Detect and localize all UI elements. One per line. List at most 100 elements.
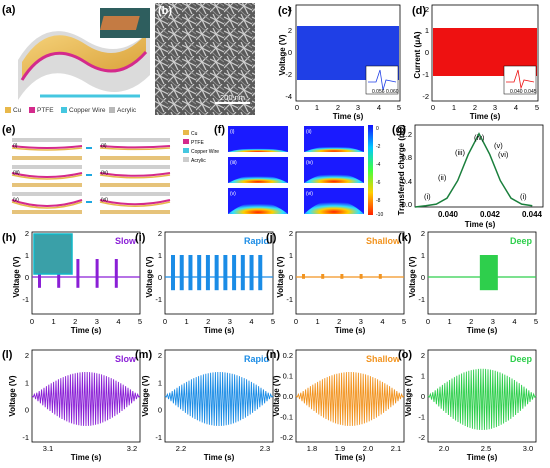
legend-swatch-wire (61, 107, 67, 113)
potential-field (228, 202, 288, 214)
acrylic-top (100, 138, 170, 142)
oscillation-l (31, 371, 141, 427)
ytick-i-2: 0 (158, 273, 162, 282)
burst-j-2 (340, 274, 344, 279)
acrylic-top (12, 138, 82, 142)
legend-label-cu: Cu (13, 107, 22, 114)
xtick-k-4: 4 (512, 317, 516, 326)
state-label-6: (vi) (101, 197, 108, 203)
ylabel-c: Voltage (V) (278, 34, 287, 76)
inset-xtick-c-1: 0.060 (386, 89, 399, 95)
ytick-c-2: 0 (288, 48, 292, 57)
burst-i-5 (214, 255, 219, 291)
panel-c: (c) Voltage (V) 4 2 0 -2 -4 0 1 2 3 4 5 … (278, 4, 401, 121)
ptfe-film (11, 145, 83, 149)
acrylic-top (12, 192, 82, 196)
state-label-2: (ii) (101, 143, 107, 149)
legend-e-swatch-acrylic (183, 157, 189, 162)
ytick-d-2: 0 (425, 48, 429, 57)
xtick-d-3: 3 (493, 103, 497, 112)
legend-e-label-cu: Cu (191, 131, 198, 137)
ytick-n-2: 0.0 (283, 392, 293, 401)
xtick-j-1: 1 (316, 317, 320, 326)
panel-o: (o) Deep 2 1 0 -1 -2 2.0 2.5 3.0 Time (s) Voltage (… (398, 349, 537, 462)
legend-label-ptfe: PTFE (37, 107, 54, 114)
panel-label-k: (k) (398, 232, 412, 244)
legend-e-label-wire: Copper Wire (191, 149, 219, 155)
panel-f: (f) (i) (ii) (iii) (iv) (v) (vi) 0 -2 -4 -6 -… (214, 124, 383, 218)
potential-field (228, 148, 288, 152)
xtick-k-5: 5 (534, 317, 538, 326)
ytick-o-3: -1 (418, 413, 425, 422)
panel-j: (j) Shallow 2 1 0 -1 0 1 2 3 4 5 Time (s) Voltage (V) (266, 229, 406, 335)
panel-h: (h) Slow 2 1 0 -1 0 1 2 3 4 5 Time (s) Voltage (V) (2, 229, 142, 335)
mechanism-state-2: (ii) (99, 138, 171, 160)
panel-i: (i) Rapid 2 1 0 -1 0 1 2 3 4 5 Time (s) Voltage (V) (135, 229, 275, 335)
burst-i-0 (171, 255, 175, 291)
xtick-h-1: 1 (52, 317, 56, 326)
plot-frame-g (414, 124, 544, 208)
ylabel-h: Voltage (V) (12, 256, 21, 298)
cu-film (99, 147, 171, 151)
g-point-2: (ii) (438, 173, 447, 182)
panel-label-o: (o) (398, 349, 412, 361)
burst-k-0 (479, 255, 498, 291)
cu-film (99, 174, 171, 179)
ytick-l-1: 1 (25, 378, 29, 387)
colorbar-tick-2: -4 (376, 162, 381, 168)
charge-curve (414, 132, 533, 208)
g-point-5: (v) (494, 141, 503, 150)
colorbar-tick-5: -10 (376, 212, 383, 218)
legend-e-label-acrylic: Acrylic (191, 158, 206, 164)
xtick-n-0: 1.8 (307, 444, 317, 453)
burst-i-4 (205, 255, 210, 291)
panel-n: (n) Shallow 0.2 0.1 0.0 -0.1 -0.2 1.8 1.9 2.0 2.1 T… (266, 349, 405, 462)
cu-film (11, 201, 83, 209)
xlabel-j: Time (s) (335, 326, 366, 335)
state-label-1: (i) (13, 143, 18, 149)
ytick-c-4: -4 (285, 92, 292, 101)
ytick-h-3: -1 (22, 295, 29, 304)
ytick-i-1: 1 (158, 251, 162, 260)
state-label-3: (iii) (13, 170, 20, 176)
ytick-g-1: 0.4 (402, 177, 412, 186)
oscillation-n (295, 371, 405, 427)
mechanism-state-6: (vi) (99, 192, 171, 214)
panel-d: (d) Current (μA) 2 1 0 -1 -2 0 1 2 3 4 5… (412, 4, 539, 121)
xtick-k-0: 0 (426, 317, 430, 326)
ytick-o-2: 0 (421, 392, 425, 401)
xlabel-k: Time (s) (467, 326, 498, 335)
ytick-c-0: 4 (288, 5, 292, 14)
ytick-i-0: 2 (158, 229, 162, 238)
inset-xtick-d-0: 0.040 (510, 89, 523, 95)
mechanism-state-4: (iv) (99, 165, 171, 187)
xlabel-m: Time (s) (204, 453, 235, 462)
oscillation-o (427, 368, 537, 431)
title-m: Rapid (244, 354, 269, 364)
cu-bottom (12, 156, 82, 160)
inset-trace-c (368, 69, 397, 91)
potential-field (304, 200, 364, 214)
ytick-o-4: -2 (418, 433, 425, 442)
potential-field (304, 146, 364, 152)
panel-label-a: (a) (2, 4, 16, 16)
xtick-m-0: 2.2 (176, 444, 186, 453)
map-label-2: (ii) (306, 129, 312, 135)
xtick-l-1: 3.2 (127, 444, 137, 453)
potential-map-4: (iv) (304, 157, 364, 183)
xtick-i-2: 2 (206, 317, 210, 326)
xtick-c-2: 2 (336, 103, 340, 112)
ytick-k-2: 0 (421, 273, 425, 282)
panel-a: (a) Cu PTFE Copper Wire Acrylic (2, 4, 150, 114)
ylabel-g: Transferred charge (nC) (397, 124, 406, 215)
legend-label-wire: Copper Wire (69, 107, 106, 114)
cu-film (11, 174, 83, 180)
burst-j-4 (378, 274, 382, 279)
xtick-j-5: 5 (402, 317, 406, 326)
title-i: Rapid (244, 236, 269, 246)
ytick-m-0: 2 (158, 351, 162, 360)
g-point-1: (i) (424, 192, 431, 201)
xtick-j-2: 2 (337, 317, 341, 326)
acrylic-top (100, 192, 170, 196)
